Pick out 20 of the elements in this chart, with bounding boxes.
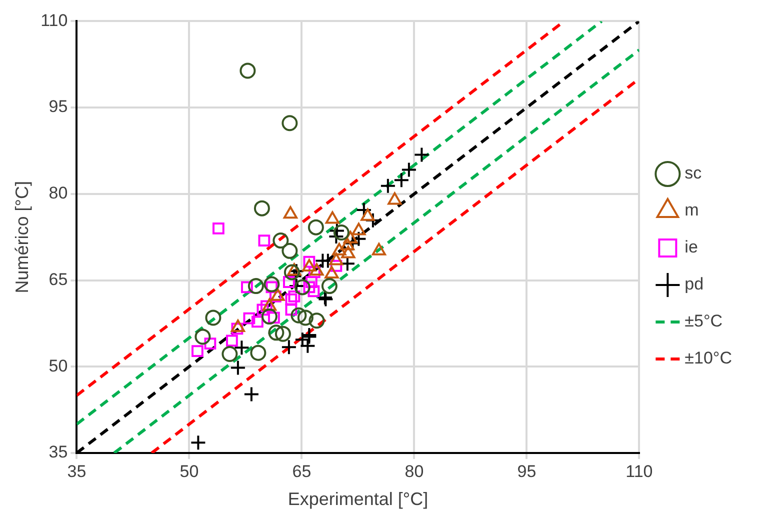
y-tick-label: 80 — [48, 184, 68, 203]
legend-label: m — [684, 200, 699, 220]
x-tick-label: 110 — [626, 462, 653, 481]
legend-label: ±5°C — [684, 312, 723, 331]
x-tick-label: 80 — [404, 462, 424, 481]
x-tick-label: 95 — [517, 462, 536, 481]
y-tick-label: 35 — [48, 442, 68, 462]
y-tick-label: 110 — [40, 10, 68, 30]
x-tick-label: 35 — [67, 462, 86, 481]
y-tick-label: 50 — [48, 356, 68, 376]
y-tick-label: 65 — [48, 270, 68, 289]
legend-label: pd — [684, 274, 704, 294]
legend-label: ie — [684, 238, 698, 257]
y-tick-label: 95 — [48, 97, 68, 116]
legend-label: sc — [684, 164, 702, 183]
x-tick-label: 65 — [292, 462, 312, 481]
x-tick-label: 50 — [180, 462, 199, 481]
legend-label: ±10°C — [684, 348, 732, 368]
x-axis-title: Experimental [°C] — [288, 489, 428, 510]
y-axis-title: Numérico [°C] — [12, 180, 32, 294]
